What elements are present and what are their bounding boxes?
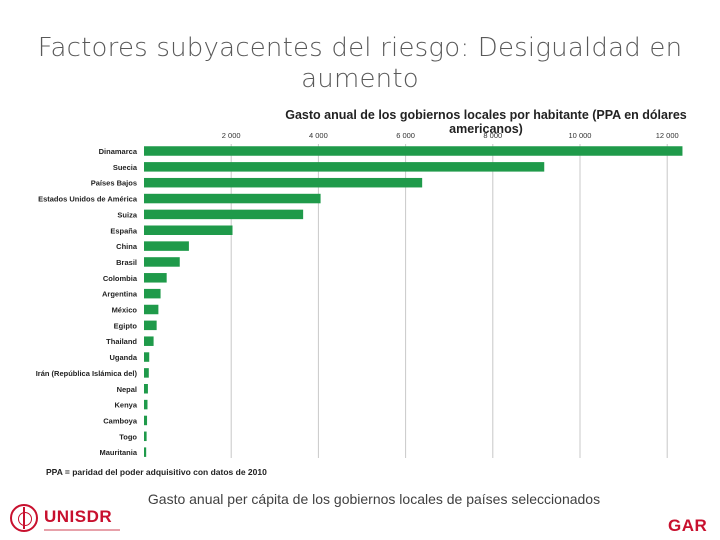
slide-caption: Gasto anual per cápita de los gobiernos … xyxy=(147,491,601,507)
category-label: España xyxy=(110,226,138,235)
category-label: Países Bajos xyxy=(91,179,137,188)
unisdr-logo: UNISDR xyxy=(8,502,128,536)
x-tick-label: 8 000 xyxy=(483,131,502,140)
bar xyxy=(144,177,423,188)
bar xyxy=(144,162,545,172)
x-tick-label: 4 000 xyxy=(309,131,328,140)
bar xyxy=(144,304,159,315)
category-label: Nepal xyxy=(117,385,137,394)
gar-logo: GAR xyxy=(668,516,708,535)
bar xyxy=(144,273,167,283)
x-tick-label: 2 000 xyxy=(222,131,241,140)
bar xyxy=(144,193,321,204)
gridlines xyxy=(230,144,668,458)
x-tick-label: 6 000 xyxy=(396,131,415,140)
un-emblem-icon xyxy=(10,504,38,532)
slide-title: Factores subyacentes del riesgo: Desigua… xyxy=(37,33,683,94)
bar xyxy=(144,209,304,220)
bar xyxy=(144,225,233,235)
footnote: PPA = paridad del poder adquisitivo con … xyxy=(46,467,267,477)
unisdr-logo-text: UNISDR xyxy=(44,507,113,526)
x-tick-label: 12 000 xyxy=(656,131,679,140)
category-label: Suiza xyxy=(117,210,137,219)
bar xyxy=(144,447,147,457)
x-tick-label: 10 000 xyxy=(569,131,592,140)
category-label: Thailand xyxy=(106,337,137,346)
bar xyxy=(144,146,683,156)
category-label: Estados Unidos de América xyxy=(38,195,138,204)
category-label: Kenya xyxy=(114,401,137,410)
unisdr-tagline xyxy=(44,529,120,531)
category-label: Dinamarca xyxy=(99,147,138,156)
bar xyxy=(144,384,148,394)
x-tick-labels: 2 000 4 000 6 000 8 000 10 000 12 000 xyxy=(222,131,679,140)
bar xyxy=(144,352,150,362)
bar xyxy=(144,288,161,299)
category-label: Mauritania xyxy=(99,448,137,457)
bar xyxy=(144,415,148,426)
category-label: Uganda xyxy=(109,353,137,362)
bar xyxy=(144,431,147,442)
category-label: Egipto xyxy=(114,321,138,330)
bar xyxy=(144,257,180,267)
category-label: Argentina xyxy=(102,290,138,299)
bar xyxy=(144,399,148,410)
bar xyxy=(144,320,157,331)
category-label: Togo xyxy=(119,432,137,441)
category-label: Suecia xyxy=(113,163,138,172)
category-label: Colombia xyxy=(103,274,138,283)
bar xyxy=(144,336,154,346)
category-label: Brasil xyxy=(116,258,137,267)
category-labels: Dinamarca Suecia Países Bajos Estados Unido… xyxy=(36,147,138,457)
bar xyxy=(144,241,189,251)
bar xyxy=(144,368,149,378)
category-label: Camboya xyxy=(103,416,138,425)
category-label: China xyxy=(116,242,138,251)
category-label: Irán (República Islámica del) xyxy=(36,369,138,378)
category-label: México xyxy=(112,306,138,315)
bars xyxy=(144,146,683,457)
chart-title: Gasto anual de los gobiernos locales por… xyxy=(285,108,687,136)
